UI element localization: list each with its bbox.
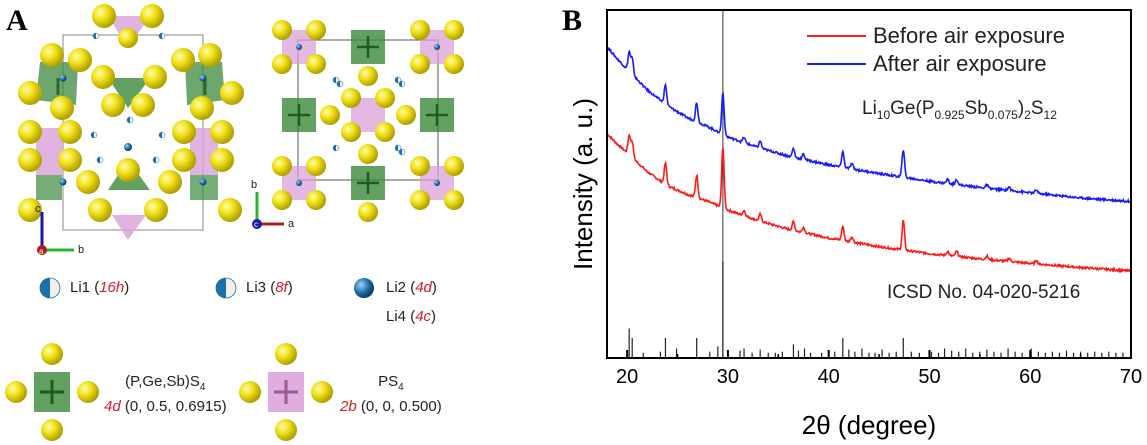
axis-a-label-right: a (288, 218, 295, 230)
compound-formula: Li10Ge(P0.925Sb0.075)2S12 (862, 98, 1057, 122)
legend-label-after: After air exposure (873, 51, 1047, 76)
y-axis-label: Intensity (a. u.) (568, 98, 598, 270)
xrd-plot: 20 30 40 50 60 70 2θ (degree) Intensity (a. u… (568, 9, 1142, 440)
green-polyhedron-label: (P,Ge,Sb)S4 4d (0, 0.5, 0.6915) (104, 373, 227, 415)
x-tick-label: 40 (818, 366, 840, 388)
axis-b-label-right: b (251, 179, 257, 191)
polyhedron-green-example (5, 343, 99, 441)
x-axis-label: 2θ (degree) (802, 410, 936, 440)
axis-b-label: b (78, 244, 84, 256)
x-tick-label: 20 (616, 366, 638, 388)
green-tetrahedron (88, 158, 168, 240)
series-line-after (606, 46, 1132, 204)
green-tetrahedron (171, 43, 244, 120)
panel-a-letter: A (6, 4, 28, 37)
panel-a-crystal-structure: A (0, 0, 560, 445)
pink-tetrahedron (18, 120, 100, 222)
li1-legend: Li1 (16h) (70, 279, 130, 296)
green-tetrahedron (91, 65, 167, 117)
li4-legend: Li4 (4c) (386, 308, 437, 325)
li-legend-glyphs (39, 277, 374, 299)
legend: Before air exposure After air exposure (807, 23, 1065, 76)
axes-indicator-right (252, 192, 284, 229)
axes-indicator-left (37, 212, 74, 255)
li2-legend: Li2 (4d) (386, 279, 437, 296)
polyhedron-pink-example (239, 343, 333, 441)
li-atoms (59, 32, 207, 186)
panel-b-letter: B (562, 4, 583, 37)
li3-glyph (215, 277, 237, 299)
crystal-structure-diagrams: c b a (5, 4, 464, 441)
x-tick-label: 70 (1120, 366, 1142, 388)
legend-label-before: Before air exposure (873, 23, 1065, 48)
li3-site: 8f (275, 279, 288, 296)
icsd-label: ICSD No. 04-020-5216 (887, 282, 1080, 303)
li-atoms-right (296, 44, 440, 186)
pink-tetrahedron (92, 4, 164, 48)
x-tick-label: 60 (1019, 366, 1041, 388)
green-tetrahedron (18, 43, 92, 120)
plot-area (606, 10, 1132, 358)
axis-c-label-right: c (254, 220, 258, 229)
x-tick-label: 50 (918, 366, 940, 388)
right-structure: b a c (251, 20, 464, 230)
x-tick-label: 30 (717, 366, 739, 388)
li1-glyph (39, 277, 61, 299)
x-ticks: 20 30 40 50 60 70 (616, 350, 1142, 388)
li2-site: 4d (415, 279, 432, 296)
pink-tetrahedron (158, 120, 242, 222)
li2-glyph (354, 278, 374, 298)
axis-c-label: c (35, 203, 41, 215)
series-line-before (606, 132, 1131, 274)
plot-frame (606, 9, 1132, 359)
li3-legend: Li3 (8f) (246, 279, 293, 296)
axis-a-label: a (39, 247, 44, 256)
li4-site: 4c (415, 308, 432, 325)
panel-b-xrd-chart: B 20 30 40 50 60 70 2θ (degree) Intensity (a.… (562, 0, 1147, 445)
left-structure: c b a (18, 4, 244, 256)
pink-polyhedron-label: PS4 2b (0, 0, 0.500) (340, 373, 442, 415)
li1-site: 16h (99, 279, 125, 296)
sulfur-spheres (272, 20, 464, 222)
